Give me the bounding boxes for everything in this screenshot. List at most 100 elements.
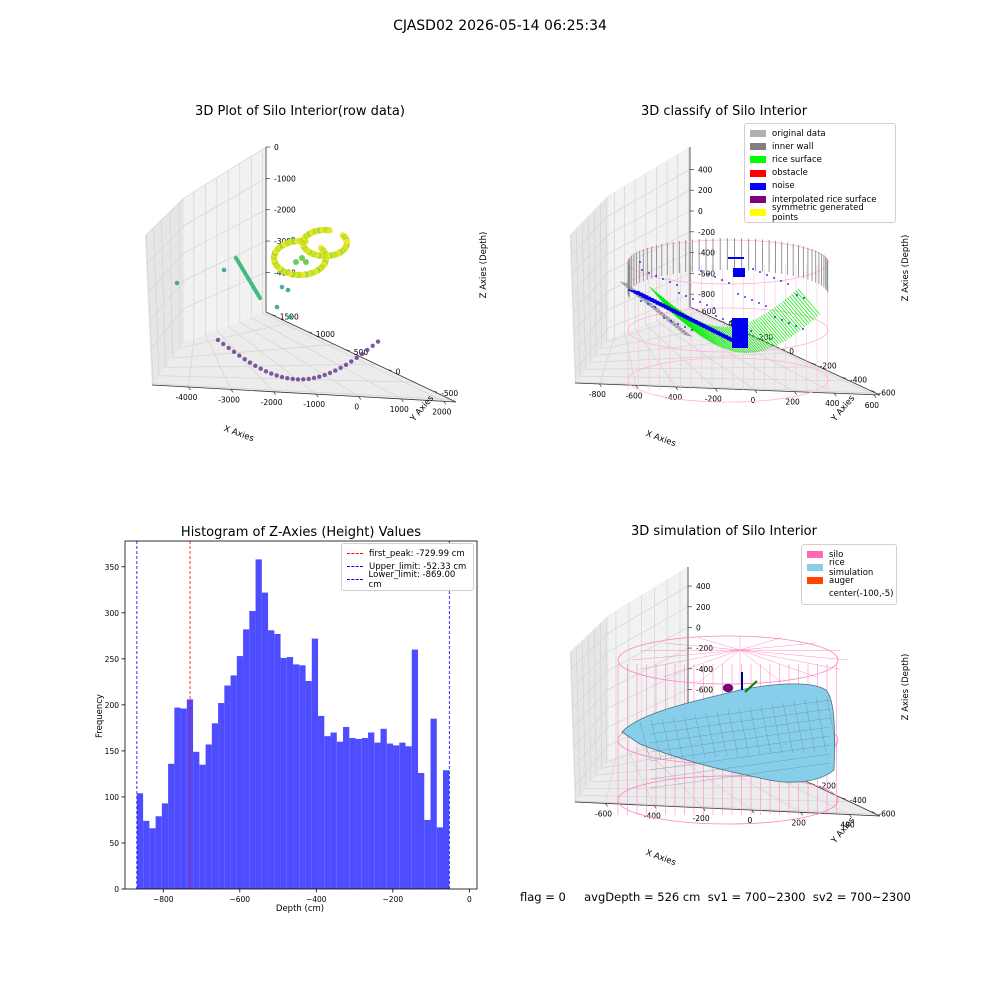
x-tick: [599, 383, 602, 388]
rice-mesh: [650, 720, 662, 760]
raw-point: [326, 227, 333, 234]
noise-mark: [718, 334, 731, 339]
y-tick: [387, 369, 392, 371]
grid-line: [571, 627, 689, 710]
raw-point: [279, 284, 285, 290]
legend-label: interpolated rice surface: [772, 194, 877, 205]
grid-line: [656, 167, 756, 391]
x-tick: [400, 398, 404, 403]
noise-point: [787, 283, 789, 285]
grid-line: [628, 603, 655, 806]
legend-swatch: [807, 577, 823, 585]
raw-point: [290, 376, 295, 382]
legend-swatch: [750, 182, 766, 190]
noise-point: [721, 279, 723, 281]
grid-line: [216, 177, 274, 393]
rice-surface-mark: [776, 305, 799, 333]
raw-point: [221, 341, 226, 347]
legend-item: noise: [750, 180, 890, 193]
y-tick: [810, 783, 815, 785]
noise-point: [737, 293, 739, 295]
y-tick: [345, 349, 350, 352]
rice-mesh: [649, 762, 831, 789]
legend-label: rice simulation: [829, 557, 874, 578]
legend-item: original data: [750, 127, 890, 140]
z-tick-label: 0: [696, 623, 701, 632]
rice-mesh: [815, 697, 827, 753]
histogram-bar: [299, 665, 306, 889]
noise-mark: [699, 325, 712, 329]
silo-wire: [739, 649, 840, 652]
noise-mark: [715, 333, 729, 337]
y-tick-label: -600: [879, 389, 896, 398]
z-axis-label: Z Axies (Depth): [901, 235, 911, 302]
silo-wire: [739, 649, 849, 661]
inner-wall-mark: [679, 330, 688, 334]
x-tick-label: -400: [644, 812, 661, 821]
inner-wall-mark: [683, 333, 692, 337]
raw-point: [257, 295, 263, 301]
histogram-legend: first_peak: -729.99 cm Upper_limit: -52.3…: [341, 543, 474, 591]
z-tick-label: -400: [696, 665, 713, 674]
noise-point: [654, 306, 656, 308]
raw-point: [306, 376, 311, 382]
grid-line: [645, 173, 716, 389]
grid-line: [573, 273, 691, 353]
z-tick-label: 0: [698, 207, 703, 216]
x-tick-label: -2000: [261, 398, 283, 407]
noise-point: [781, 319, 783, 321]
histogram-bar: [399, 742, 406, 889]
inner-wall-mark: [644, 301, 653, 305]
noise-point: [744, 296, 746, 298]
x-tick-label: -600: [625, 391, 642, 400]
raw-point: [370, 343, 375, 348]
y-axis-line: [265, 311, 457, 403]
rice-surface-mark: [759, 316, 782, 344]
rice-surface-mark: [750, 321, 773, 348]
raw-point: [285, 287, 291, 293]
histogram-bar: [355, 738, 362, 889]
noise-mark: [641, 296, 654, 300]
rice-mesh: [760, 705, 772, 755]
legend-label: inner wall: [772, 141, 814, 152]
rice-mesh: [649, 744, 831, 771]
inner-wall-mark: [674, 326, 684, 330]
y-tick: [307, 331, 312, 334]
inner-wall-mark: [637, 295, 646, 299]
grid-line: [573, 689, 689, 768]
raw-point: [274, 304, 280, 310]
inner-wall-mark: [619, 281, 629, 285]
grid-line: [570, 234, 877, 394]
histogram-bar: [168, 763, 175, 889]
rice-surface-mark: [767, 311, 791, 339]
x-tick-label: 0: [748, 816, 753, 825]
inner-wall-mark: [624, 285, 633, 289]
z-tick-label: 0: [274, 143, 279, 152]
grid-line: [593, 210, 759, 356]
figure-title: CJASD02 2026-05-14 06:25:34: [393, 18, 607, 34]
noise-point: [795, 325, 797, 327]
x-tick-label: -1000: [303, 400, 325, 409]
histogram-bar: [393, 745, 400, 889]
noise-mark: [663, 307, 676, 311]
legend-label: silo: [829, 549, 844, 560]
rice-mesh: [826, 696, 838, 752]
histogram-bar: [418, 773, 425, 889]
legend-label: original data: [772, 128, 826, 139]
noise-point: [722, 318, 724, 320]
rice-surface-mark: [791, 293, 814, 321]
histogram-bar: [274, 633, 281, 889]
x-axis-line: [574, 382, 881, 396]
y-tick-label: -400: [850, 796, 867, 805]
x-tick: [675, 386, 678, 391]
raw-point: [274, 373, 279, 378]
x-tick: [751, 809, 755, 814]
legend-item: Lower_limit: -869.00 cm: [347, 570, 468, 590]
rice-surface-mark: [795, 290, 818, 317]
histogram-bar: [155, 816, 162, 889]
grid-line: [624, 186, 637, 386]
